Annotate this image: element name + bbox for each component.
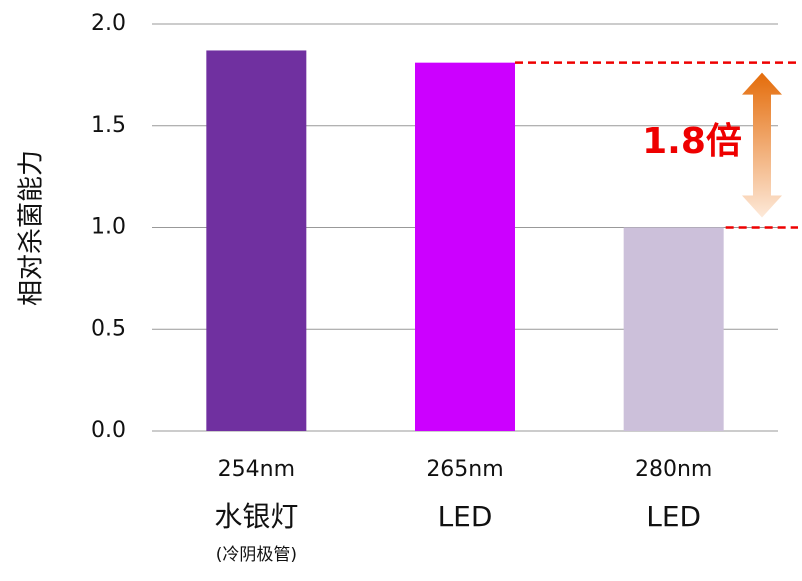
x-tick-label: (冷阴极管) [216, 545, 297, 565]
annotation: 1.8倍 [642, 121, 742, 162]
ratio-arrow [742, 72, 782, 218]
x-tick-label: LED [646, 500, 701, 533]
bar [623, 227, 724, 431]
y-axis-label: 相对杀菌能力 [17, 150, 47, 306]
y-tick-label: 1.5 [91, 113, 126, 138]
x-tick-label: 水银灯 [214, 500, 298, 533]
y-tick-label: 0.5 [91, 316, 126, 341]
x-tick-label: 280nm [635, 457, 712, 482]
x-tick-label: LED [438, 500, 493, 533]
bar [415, 62, 515, 431]
y-tick-label: 2.0 [91, 11, 126, 36]
y-tick-label: 1.0 [91, 215, 126, 240]
x-tick-label: 254nm [218, 457, 295, 482]
bar [206, 50, 307, 432]
y-tick-label: 0.0 [91, 418, 126, 443]
x-tick-label: 265nm [426, 457, 503, 482]
